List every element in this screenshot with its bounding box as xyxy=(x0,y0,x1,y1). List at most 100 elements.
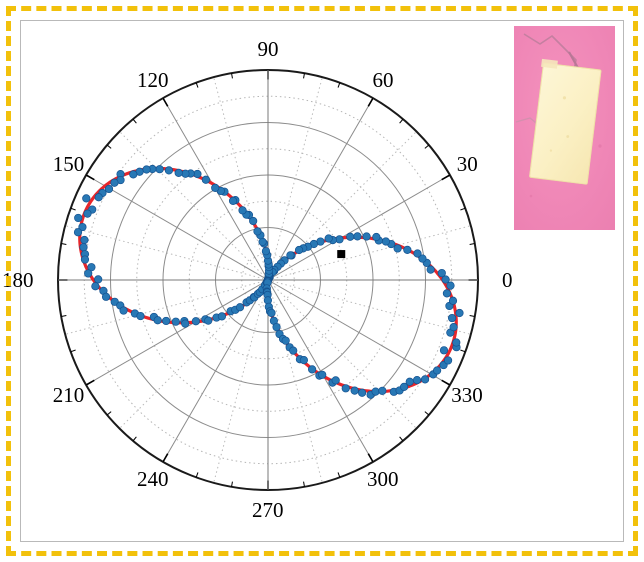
data-point xyxy=(289,346,298,355)
data-point xyxy=(191,317,200,326)
highlight-marker xyxy=(337,250,346,259)
data-point xyxy=(449,323,458,332)
angular-gridline xyxy=(267,97,374,281)
data-point xyxy=(350,386,359,395)
angular-gridline xyxy=(213,279,269,483)
data-point xyxy=(153,316,162,325)
data-point xyxy=(378,386,387,395)
angle-tick-150: 150 xyxy=(52,152,85,177)
angular-gridline xyxy=(267,279,471,335)
data-point xyxy=(79,243,88,252)
data-point xyxy=(238,206,247,215)
inset-image xyxy=(514,26,615,230)
angular-gridline xyxy=(267,131,417,281)
data-point xyxy=(253,227,262,236)
data-point xyxy=(371,387,380,396)
angular-gridline xyxy=(213,77,269,281)
axis-tick xyxy=(460,349,466,353)
data-point xyxy=(358,388,367,397)
data-point xyxy=(331,376,340,385)
axis-tick xyxy=(441,379,451,386)
axis-tick xyxy=(424,144,430,149)
axis-tick xyxy=(70,207,76,211)
axis-tick xyxy=(469,315,475,317)
axis-tick xyxy=(162,453,169,463)
data-point xyxy=(418,254,427,263)
data-point xyxy=(73,228,83,237)
data-point xyxy=(228,196,238,205)
data-point xyxy=(413,249,422,258)
data-point xyxy=(174,168,183,177)
axis-tick xyxy=(132,436,137,442)
data-point xyxy=(181,169,190,178)
axis-tick xyxy=(61,315,67,317)
data-point xyxy=(448,296,458,305)
axis-tick xyxy=(303,481,305,487)
data-point xyxy=(446,281,455,290)
data-point xyxy=(136,311,145,321)
data-point xyxy=(372,232,381,242)
axis-tick xyxy=(303,73,305,79)
data-point xyxy=(164,166,174,175)
data-point xyxy=(129,170,138,179)
data-point xyxy=(119,306,128,315)
angular-gridline xyxy=(162,279,269,463)
angle-tick-30: 30 xyxy=(456,152,478,177)
data-point xyxy=(162,316,171,326)
axis-tick xyxy=(61,243,67,245)
angular-gridline xyxy=(85,279,269,386)
angle-tick-210: 210 xyxy=(52,382,85,407)
angular-gridline xyxy=(119,279,269,429)
data-point xyxy=(261,247,271,256)
data-point xyxy=(442,289,452,298)
data-point xyxy=(74,213,83,223)
data-point xyxy=(211,183,220,192)
data-point xyxy=(299,356,309,365)
data-point xyxy=(455,308,464,318)
axis-tick xyxy=(441,174,451,181)
data-point xyxy=(405,377,414,386)
axis-tick xyxy=(106,144,112,149)
data-point xyxy=(441,275,450,284)
data-point xyxy=(91,282,100,291)
data-point xyxy=(101,292,111,301)
angle-tick-0: 0 xyxy=(502,267,513,292)
axis-tick xyxy=(85,174,95,181)
data-point xyxy=(308,365,317,374)
axis-tick xyxy=(195,82,199,88)
data-point xyxy=(204,316,213,325)
angular-gridline xyxy=(267,279,417,429)
angular-gridline xyxy=(267,279,451,386)
data-point xyxy=(80,235,89,245)
angular-gridline xyxy=(267,174,451,281)
angle-tick-90: 90 xyxy=(257,37,279,62)
data-point xyxy=(217,312,227,321)
axis-tick xyxy=(106,411,112,416)
data-point xyxy=(78,222,87,232)
data-point xyxy=(181,319,190,328)
axis-tick xyxy=(195,472,199,478)
angular-gridline xyxy=(267,225,471,281)
data-point xyxy=(104,184,114,194)
data-point xyxy=(155,165,164,174)
angular-gridline xyxy=(65,225,269,281)
angular-gridline xyxy=(85,174,269,281)
data-point xyxy=(447,313,457,323)
data-point xyxy=(94,275,103,284)
data-point xyxy=(362,232,371,241)
data-point xyxy=(267,308,276,318)
angle-tick-120: 120 xyxy=(136,68,169,93)
data-point xyxy=(439,346,449,355)
data-point xyxy=(235,303,245,312)
data-point xyxy=(324,234,333,243)
data-point xyxy=(335,235,344,244)
axis-tick xyxy=(337,472,341,478)
axis-tick xyxy=(424,411,430,416)
axis-tick xyxy=(337,82,341,88)
data-point xyxy=(87,263,96,272)
data-point xyxy=(393,244,402,253)
data-point xyxy=(294,245,304,255)
data-point xyxy=(281,336,290,345)
data-point xyxy=(201,175,210,184)
